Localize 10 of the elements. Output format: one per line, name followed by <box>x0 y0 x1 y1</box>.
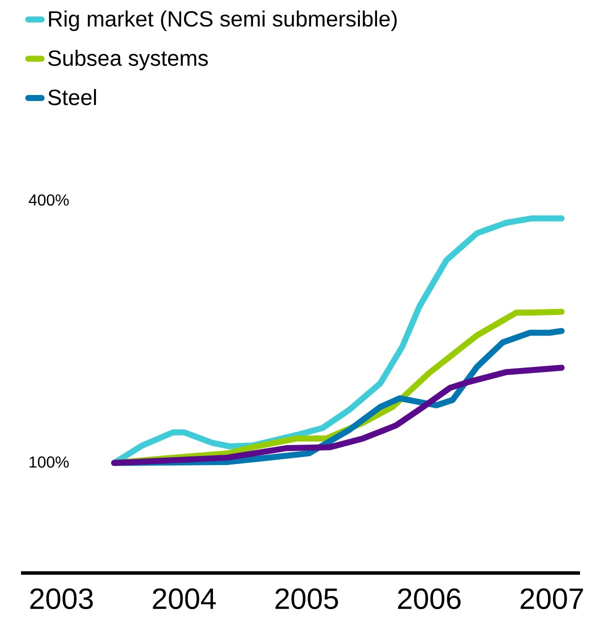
legend-label: Steel <box>48 89 96 106</box>
x-tick-label: 2005 <box>275 588 338 610</box>
y-tick-label: 400% <box>28 194 69 206</box>
x-tick-label: 2003 <box>30 588 93 610</box>
legend-label: Subsea systems <box>48 50 208 70</box>
x-tick-label: 2006 <box>398 588 461 610</box>
x-tick-label: 2004 <box>152 588 216 610</box>
y-tick-label: 100% <box>30 456 69 468</box>
x-tick-label: 2007 <box>520 588 583 610</box>
legend-label: Rig market (NCS semi submersible) <box>49 10 397 32</box>
